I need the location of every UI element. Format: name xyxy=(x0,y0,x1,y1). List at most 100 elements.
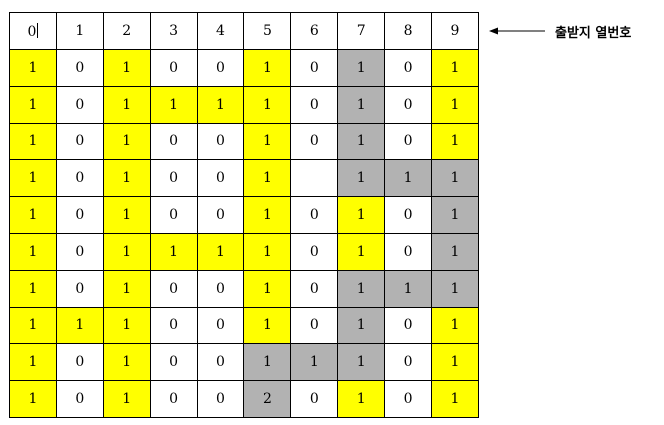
header-cell-label: 6 xyxy=(309,23,319,39)
grid-cell: 1 xyxy=(243,343,292,382)
header-cell-label: 0 xyxy=(27,23,37,40)
grid-cell: 0 xyxy=(384,343,433,382)
grid-cell: 0 xyxy=(290,380,339,418)
grid-cell: 1 xyxy=(337,159,386,198)
grid-cell: 1 xyxy=(102,122,151,161)
grid-cell: 0 xyxy=(149,49,198,87)
grid-cell: 1 xyxy=(431,122,479,161)
grid-cell: 1 xyxy=(102,269,151,308)
grid-cell: 1 xyxy=(243,49,292,87)
grid-cell: 1 xyxy=(9,196,57,234)
header-cell-8: 8 xyxy=(384,12,433,50)
grid-cell: 1 xyxy=(431,269,479,308)
grid-cell: 1 xyxy=(102,85,151,124)
grid-cell: 1 xyxy=(102,159,151,198)
grid-cell: 0 xyxy=(149,343,198,382)
grid-cell: 1 xyxy=(431,159,479,198)
grid-cell: 0 xyxy=(290,306,339,345)
grid-cell: 1 xyxy=(243,122,292,161)
header-cell-label: 9 xyxy=(450,23,460,39)
grid-cell: 1 xyxy=(9,232,57,271)
grid-cell: 1 xyxy=(337,196,386,234)
header-cell-label: 2 xyxy=(122,23,132,39)
header-cell-6: 6 xyxy=(290,12,339,50)
grid-cell: 0 xyxy=(55,196,104,234)
grid-cell: 0 xyxy=(55,380,104,418)
grid-cell: 1 xyxy=(337,232,386,271)
grid-cell: 1 xyxy=(337,380,386,418)
grid-cell: 1 xyxy=(149,232,198,271)
grid-cell: 1 xyxy=(431,232,479,271)
grid-cell: 1 xyxy=(243,85,292,124)
left-arrow-icon xyxy=(489,27,545,35)
grid-cell: 1 xyxy=(337,85,386,124)
header-cell-label: 1 xyxy=(75,23,85,39)
grid-cell: 0 xyxy=(55,232,104,271)
grid-cell: 1 xyxy=(102,232,151,271)
grid-cell: 0 xyxy=(384,196,433,234)
grid-cell: 0 xyxy=(196,159,245,198)
grid-cell: 1 xyxy=(243,159,292,198)
grid-cell: 0 xyxy=(149,269,198,308)
grid-cell: 1 xyxy=(431,85,479,124)
grid-cell: 0 xyxy=(384,49,433,87)
grid-cell: 0 xyxy=(55,49,104,87)
grid-cell: 1 xyxy=(337,269,386,308)
grid-cell: 0 xyxy=(55,269,104,308)
grid-cell: 0 xyxy=(290,196,339,234)
grid-cell: 1 xyxy=(196,85,245,124)
grid-cell: 0 xyxy=(149,306,198,345)
grid-cell: 0 xyxy=(149,196,198,234)
grid-cell: 0 xyxy=(384,306,433,345)
grid-cell: 0 xyxy=(384,380,433,418)
grid-cell: 0 xyxy=(55,159,104,198)
grid-cell: 1 xyxy=(431,306,479,345)
grid-cell: 0 xyxy=(196,380,245,418)
grid-cell: 0 xyxy=(384,232,433,271)
header-cell-label: 4 xyxy=(216,23,225,39)
grid-cell: 1 xyxy=(290,343,339,382)
text-caret xyxy=(37,22,39,38)
header-cell-3: 3 xyxy=(149,12,198,50)
grid-cell: 1 xyxy=(431,343,479,382)
grid-cell: 0 xyxy=(196,306,245,345)
grid-cell: 2 xyxy=(243,380,292,418)
grid-cell: 0 xyxy=(55,122,104,161)
grid-cell: 1 xyxy=(9,269,57,308)
header-cell-9: 9 xyxy=(431,12,479,50)
grid-cell: 0 xyxy=(290,269,339,308)
header-row: 0 1 2 3 4 5 6 7 8 9 xyxy=(9,12,479,50)
grid-cell: 1 xyxy=(337,306,386,345)
grid-cell: 0 xyxy=(290,232,339,271)
grid-cell: 0 xyxy=(196,269,245,308)
grid-cell: 1 xyxy=(337,343,386,382)
grid-cell: 0 xyxy=(384,85,433,124)
header-cell-1: 1 xyxy=(55,12,104,50)
column-number-annotation: 출받지 열번호 xyxy=(489,20,631,42)
header-cell-0: 0 xyxy=(9,12,57,50)
grid-cell: 1 xyxy=(431,49,479,87)
header-cell-4: 4 xyxy=(196,12,245,50)
grid-cell: 1 xyxy=(102,196,151,234)
header-cell-7: 7 xyxy=(337,12,386,50)
header-cell-label: 5 xyxy=(262,23,272,39)
grid-cell: 0 xyxy=(196,196,245,234)
header-cell-2: 2 xyxy=(102,12,151,50)
grid-cell: 1 xyxy=(196,232,245,271)
grid-cell: 0 xyxy=(196,49,245,87)
grid-cell: 1 xyxy=(9,85,57,124)
grid-cell: 1 xyxy=(55,306,104,345)
grid-cell xyxy=(290,159,339,198)
header-cell-label: 3 xyxy=(169,23,179,39)
grid-cell: 0 xyxy=(384,122,433,161)
header-cell-5: 5 xyxy=(243,12,292,50)
grid-cell: 1 xyxy=(102,380,151,418)
grid-cell: 1 xyxy=(337,49,386,87)
